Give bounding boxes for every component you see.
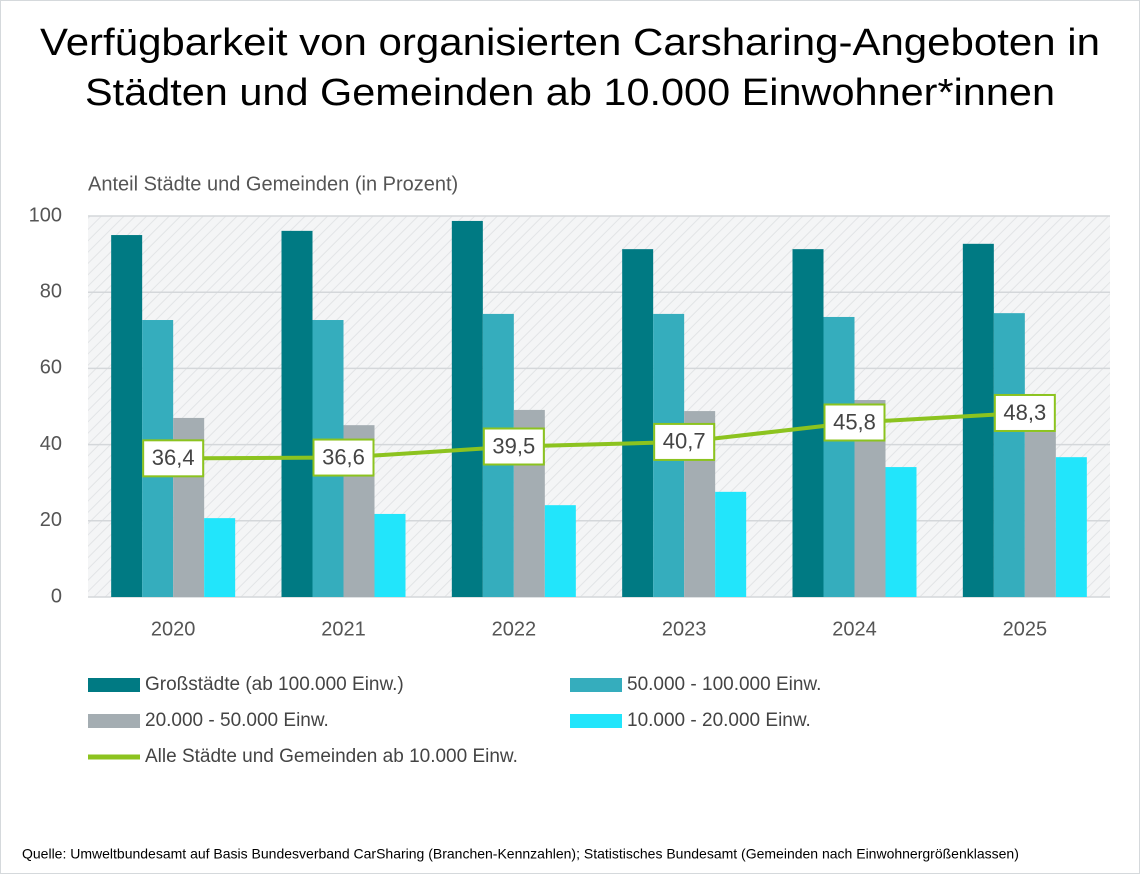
legend-label: 20.000 - 50.000 Einw. <box>145 710 329 731</box>
data-label: 45,8 <box>833 409 876 434</box>
legend-label: 10.000 - 20.000 Einw. <box>627 710 811 731</box>
x-tick-label: 2022 <box>492 618 537 640</box>
bar <box>544 505 576 597</box>
bar <box>451 220 483 597</box>
legend-label: Alle Städte und Gemeinden ab 10.000 Einw… <box>145 746 518 767</box>
bar <box>885 467 917 597</box>
y-tick-label: 100 <box>29 204 62 226</box>
data-label: 36,4 <box>152 445 195 470</box>
line-label-box <box>653 422 716 461</box>
data-label: 48,3 <box>1003 400 1046 425</box>
line-label-box <box>482 427 545 466</box>
bar <box>823 316 855 597</box>
data-label: 36,6 <box>322 444 365 469</box>
bar <box>962 243 994 598</box>
bar <box>374 513 406 597</box>
line-label-box <box>312 438 375 477</box>
line-label-box <box>823 403 886 442</box>
bar <box>1024 432 1056 597</box>
chart-title: Städten und Gemeinden ab 10.000 Einwohne… <box>85 72 1055 114</box>
y-axis-label: Anteil Städte und Gemeinden (in Prozent) <box>88 173 458 195</box>
bar <box>715 491 747 597</box>
plot-background <box>88 216 1110 597</box>
x-tick-label: 2025 <box>1003 618 1048 640</box>
legend-swatch <box>88 714 140 728</box>
chart-title: Verfügbarkeit von organisierten Carshari… <box>40 22 1100 64</box>
bar <box>792 249 824 597</box>
line-label-box <box>993 393 1056 432</box>
data-label: 39,5 <box>492 433 535 458</box>
legend-swatch <box>88 678 140 692</box>
bar <box>1055 457 1087 597</box>
x-tick-label: 2021 <box>321 618 366 640</box>
bar <box>204 518 236 597</box>
source: Quelle: Umweltbundesamt auf Basis Bundes… <box>22 846 1019 862</box>
x-tick-label: 2023 <box>662 618 707 640</box>
line-label-box <box>142 439 205 478</box>
legend-swatch <box>570 678 622 692</box>
y-tick-label: 60 <box>40 357 62 379</box>
legend-label: 50.000 - 100.000 Einw. <box>627 674 821 695</box>
y-tick-label: 80 <box>40 280 62 302</box>
legend-label: Großstädte (ab 100.000 Einw.) <box>145 674 404 695</box>
bar <box>993 313 1025 597</box>
x-tick-label: 2024 <box>832 618 877 640</box>
legend-swatch <box>570 714 622 728</box>
bar <box>281 230 313 597</box>
bar <box>622 249 654 597</box>
x-tick-label: 2020 <box>151 618 196 640</box>
y-tick-label: 20 <box>40 509 62 531</box>
y-tick-label: 0 <box>51 585 62 607</box>
data-label: 40,7 <box>663 429 706 454</box>
bar <box>111 235 143 598</box>
y-tick-label: 40 <box>40 433 62 455</box>
